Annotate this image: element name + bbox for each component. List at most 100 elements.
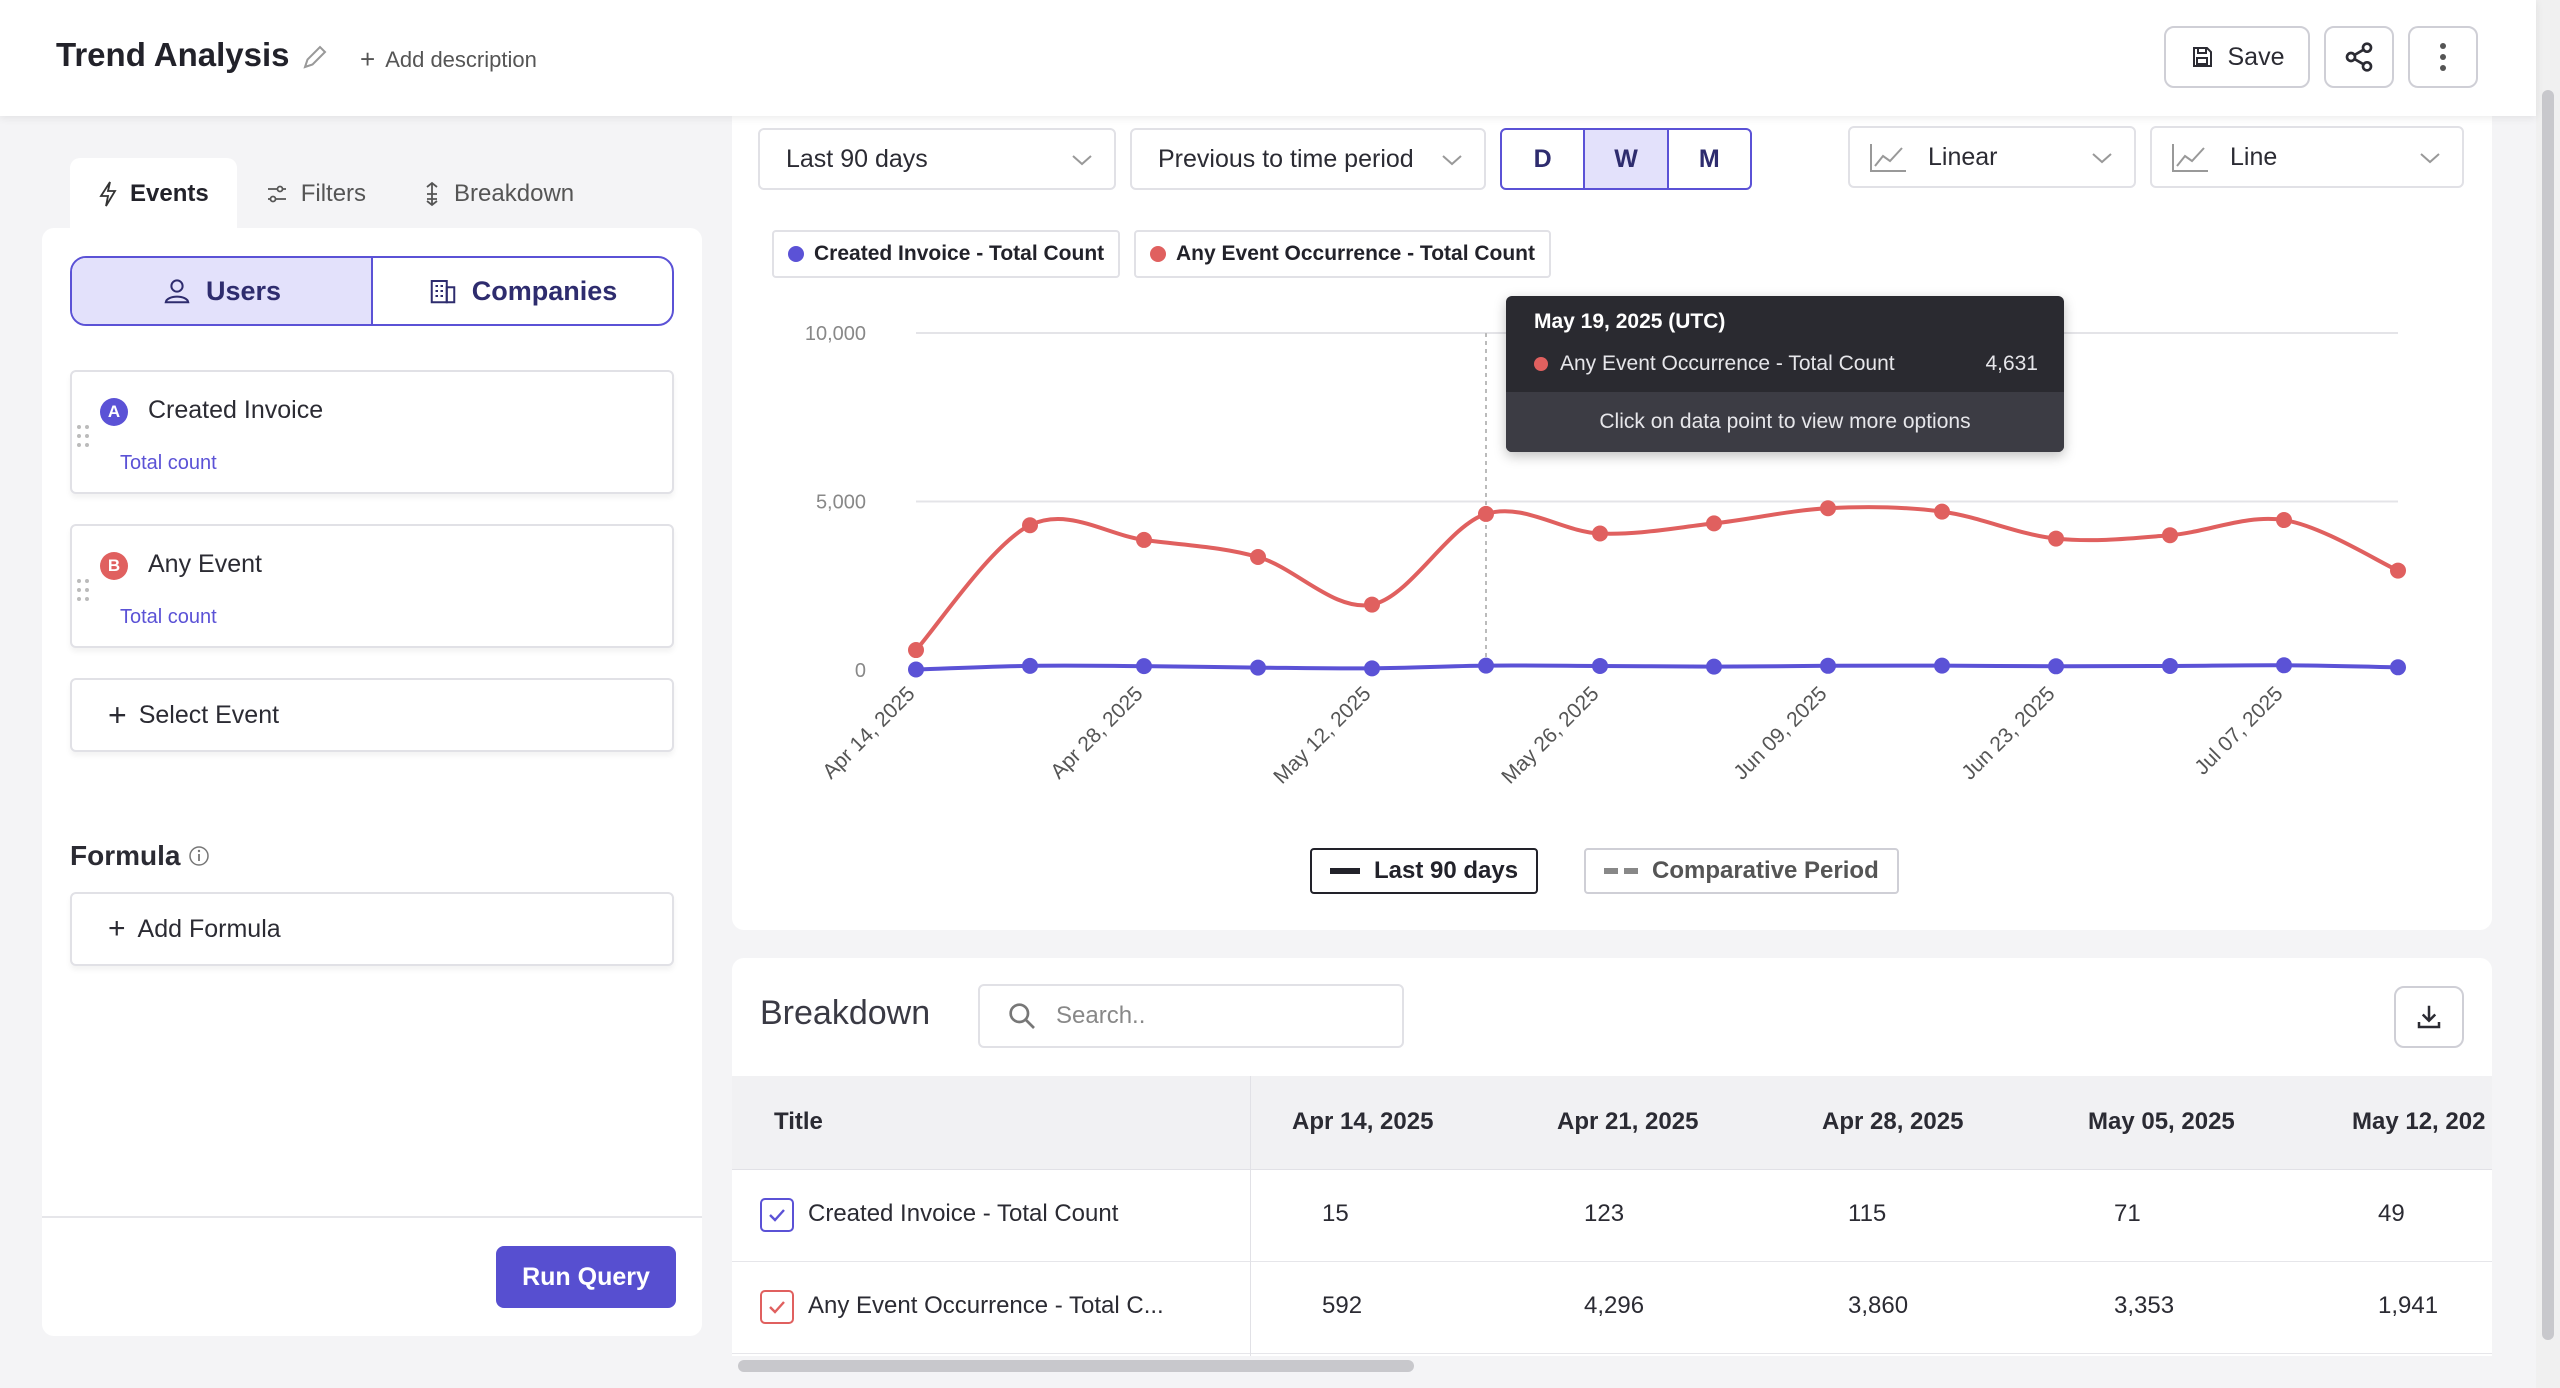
x-tick-label: Jul 07, 2025 [2190,682,2287,779]
more-options-button[interactable] [2408,26,2478,88]
data-point [2276,512,2292,529]
date-range-select[interactable]: Last 90 days [758,128,1116,190]
event-metric[interactable]: Total count [120,606,217,628]
data-point [2162,527,2178,544]
data-point [1250,659,1266,676]
search-placeholder: Search.. [1056,1002,1146,1029]
vertical-scrollbar[interactable] [2536,0,2560,1388]
users-label: Users [205,275,282,306]
legend-label: Any Event Occurrence - Total Count [1176,242,1535,265]
query-tabs: Events Filters Breakdown [70,158,602,230]
period-current-chip[interactable]: Last 90 days [1310,848,1539,894]
dashed-line-icon [1604,868,1638,874]
breakdown-title: Breakdown [760,994,931,1032]
chevron-down-icon [1072,155,1092,166]
scrollbar-thumb[interactable] [2542,90,2554,1340]
plus-icon: + [108,912,126,945]
legend-label: Created Invoice - Total Count [814,242,1105,265]
data-point [1820,500,1836,517]
download-button[interactable] [2394,986,2464,1048]
table-header: Title Apr 14, 2025 Apr 21, 2025 Apr 28, … [732,1076,2492,1170]
add-formula-button[interactable]: + Add Formula [70,892,674,966]
x-tick-label: Apr 14, 2025 [818,682,919,783]
legend-series-a[interactable]: Created Invoice - Total Count [772,230,1121,278]
search-icon [1009,1003,1035,1029]
share-button[interactable] [2324,26,2394,88]
cell-value: 49 [2378,1200,2405,1227]
y-tick-label: 0 [855,660,866,682]
users-companies-toggle: Users Companies [70,256,674,326]
column-header: Title [774,1108,823,1135]
column-header[interactable]: Apr 28, 2025 [1822,1108,1964,1135]
chevron-down-icon [2092,153,2112,164]
event-metric[interactable]: Total count [120,452,217,474]
filter-sliders-icon [267,185,286,203]
edit-pencil-icon[interactable] [300,42,330,72]
scale-select[interactable]: Linear [1848,126,2136,188]
legend-dot [1150,246,1166,262]
y-tick-label: 5,000 [816,492,866,514]
select-event-button[interactable]: + Select Event [70,678,674,752]
tooltip-dot [1534,357,1548,371]
tab-events[interactable]: Events [70,158,237,230]
x-tick-label: May 26, 2025 [1497,682,1603,788]
data-point [1022,657,1038,674]
run-query-button[interactable]: Run Query [496,1246,676,1308]
column-header[interactable]: May 12, 202 [2352,1108,2486,1135]
series-line [914,505,2399,652]
drag-handle-icon[interactable] [76,578,90,602]
event-card-b[interactable]: B Any Event Total count [70,524,674,648]
granularity-week[interactable]: W [1585,130,1669,188]
add-formula-label: Add Formula [137,914,281,943]
building-icon [430,280,455,304]
cell-value: 115 [1848,1200,1887,1227]
tab-breakdown[interactable]: Breakdown [394,158,602,230]
breakdown-icon [426,181,438,207]
breakdown-search-input[interactable]: Search.. [978,984,1404,1048]
column-header[interactable]: Apr 21, 2025 [1557,1108,1699,1135]
data-point [1820,657,1836,674]
info-icon[interactable] [188,845,210,867]
column-header[interactable]: Apr 14, 2025 [1292,1108,1434,1135]
download-icon [2417,1005,2441,1029]
event-badge: B [100,552,128,580]
users-toggle[interactable]: Users [72,258,373,324]
data-point [2390,562,2406,579]
x-tick-label: May 12, 2025 [1269,682,1375,788]
row-checkbox[interactable] [760,1290,794,1324]
divider [42,1216,702,1218]
column-header[interactable]: May 05, 2025 [2088,1108,2235,1135]
period-current-label: Last 90 days [1374,857,1519,884]
cell-value: 3,860 [1848,1292,1909,1319]
save-button[interactable]: Save [2164,26,2310,88]
event-card-a[interactable]: A Created Invoice Total count [70,370,674,494]
save-icon [2192,47,2212,67]
cell-value: 1,941 [2378,1292,2439,1319]
row-title: Created Invoice - Total Count [808,1200,1119,1227]
granularity-toggle: D W M [1500,128,1752,190]
vertical-dots-icon [2440,43,2446,71]
series-line [915,663,2399,672]
period-compare-chip[interactable]: Comparative Period [1584,848,1899,894]
scale-value: Linear [1928,142,1998,171]
compare-select[interactable]: Previous to time period [1130,128,1486,190]
cell-value: 15 [1322,1200,1349,1227]
chart-type-select[interactable]: Line [2150,126,2464,188]
legend-series-b[interactable]: Any Event Occurrence - Total Count [1134,230,1551,278]
chart-type-value: Line [2230,142,2278,171]
data-point [1592,525,1608,542]
tab-events-label: Events [130,180,209,207]
companies-toggle[interactable]: Companies [373,258,672,324]
granularity-day[interactable]: D [1502,130,1586,188]
add-description-link[interactable]: + Add description [360,44,537,75]
data-point [1934,657,1950,674]
data-point [1706,515,1722,532]
row-checkbox[interactable] [760,1198,794,1232]
column-divider [1250,1076,1251,1356]
page-title: Trend Analysis [56,36,290,73]
tab-filters[interactable]: Filters [237,158,394,230]
drag-handle-icon[interactable] [76,424,90,448]
horizontal-scrollbar-thumb[interactable] [738,1360,1414,1372]
granularity-month[interactable]: M [1698,144,1720,173]
